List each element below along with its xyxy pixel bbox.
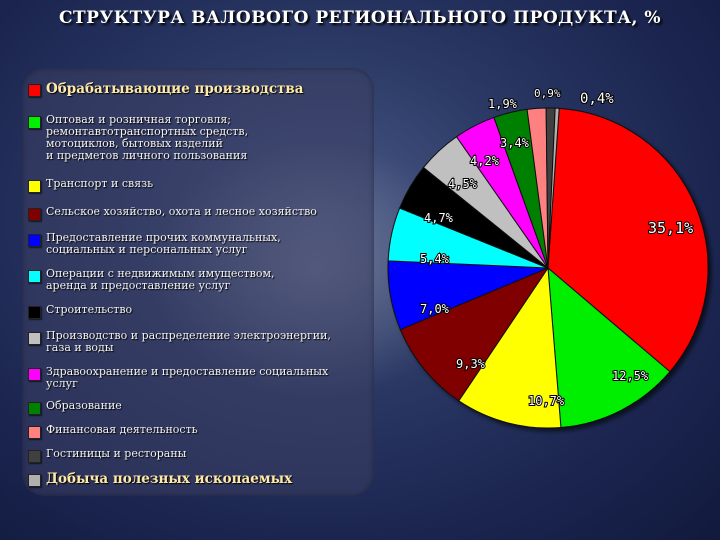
legend-label: Производство и распределение электроэнер…: [46, 329, 331, 354]
slice-label: 5,4%: [420, 252, 450, 266]
legend-swatch: [28, 208, 41, 221]
slice-label: 3,4%: [500, 136, 530, 150]
legend-item: Производство и распределение электроэнер…: [28, 330, 331, 354]
legend-label: Сельское хозяйство, охота и лесное хозяй…: [46, 205, 317, 218]
legend-label: Предоставление прочих коммунальных, соци…: [46, 231, 281, 256]
slice-label: 4,2%: [470, 154, 500, 168]
legend-swatch: [28, 332, 41, 345]
pie-slice: [458, 266, 562, 429]
slice-label: 35,1%: [648, 219, 693, 237]
legend-item: Предоставление прочих коммунальных, соци…: [28, 232, 281, 256]
legend-label: Здравоохранение и предоставление социаль…: [46, 365, 329, 390]
legend-label: Строительство: [46, 303, 133, 316]
legend-item: Операции с недвижимым имуществом, аренда…: [28, 268, 275, 292]
slice-label: 0,4%: [580, 91, 614, 107]
legend-label: Финансовая деятельность: [46, 423, 198, 436]
legend-item: Сельское хозяйство, охота и лесное хозяй…: [28, 206, 317, 221]
legend-swatch: [28, 402, 41, 415]
slice-label: 7,0%: [420, 302, 450, 316]
pie-slice: [547, 107, 709, 373]
slice-label: 12,5%: [612, 369, 649, 383]
legend-label: Операции с недвижимым имуществом, аренда…: [46, 267, 275, 292]
slice-label: 4,7%: [424, 211, 454, 225]
legend-item: Гостиницы и рестораны: [28, 448, 186, 463]
legend-item: Финансовая деятельность: [28, 424, 198, 439]
legend-swatch: [28, 270, 41, 283]
legend-item: Оптовая и розничная торговля; ремонтавто…: [28, 114, 248, 162]
legend-swatch: [28, 474, 41, 487]
pie-slice: [547, 107, 560, 269]
legend-label: Транспорт и связь: [46, 177, 154, 190]
slice-label: 10,7%: [528, 394, 565, 408]
legend-swatch: [28, 426, 41, 439]
slice-label: 1,9%: [488, 97, 518, 111]
legend-label: Оптовая и розничная торговля; ремонтавто…: [46, 113, 249, 162]
legend-label: Обрабатывающие производства: [46, 81, 304, 97]
slice-label: 4,5%: [448, 177, 478, 191]
legend-swatch: [28, 368, 41, 381]
pie-slice: [399, 266, 550, 402]
legend-swatch: [28, 306, 41, 319]
legend-item: Здравоохранение и предоставление социаль…: [28, 366, 328, 390]
legend-item: Строительство: [28, 304, 132, 319]
legend-item: Транспорт и связь: [28, 178, 153, 193]
pie-slice: [547, 266, 671, 429]
legend-swatch: [28, 84, 41, 97]
legend-label: Образование: [46, 399, 122, 412]
legend-label: Добыча полезных ископаемых: [46, 471, 293, 487]
legend-item: Образование: [28, 400, 122, 415]
slice-label: 0,9%: [534, 87, 561, 100]
legend-swatch: [28, 234, 41, 247]
legend-item: Добыча полезных ископаемых: [28, 472, 292, 487]
slice-label: 9,3%: [456, 357, 486, 371]
legend-swatch: [28, 180, 41, 193]
legend-panel: [22, 68, 374, 496]
chart-title: СТРУКТУРА ВАЛОВОГО РЕГИОНАЛЬНОГО ПРОДУКТ…: [58, 8, 662, 28]
legend-label: Гостиницы и рестораны: [46, 447, 187, 460]
legend-item: Обрабатывающие производства: [28, 82, 304, 97]
legend-swatch: [28, 450, 41, 463]
legend-swatch: [28, 116, 41, 129]
